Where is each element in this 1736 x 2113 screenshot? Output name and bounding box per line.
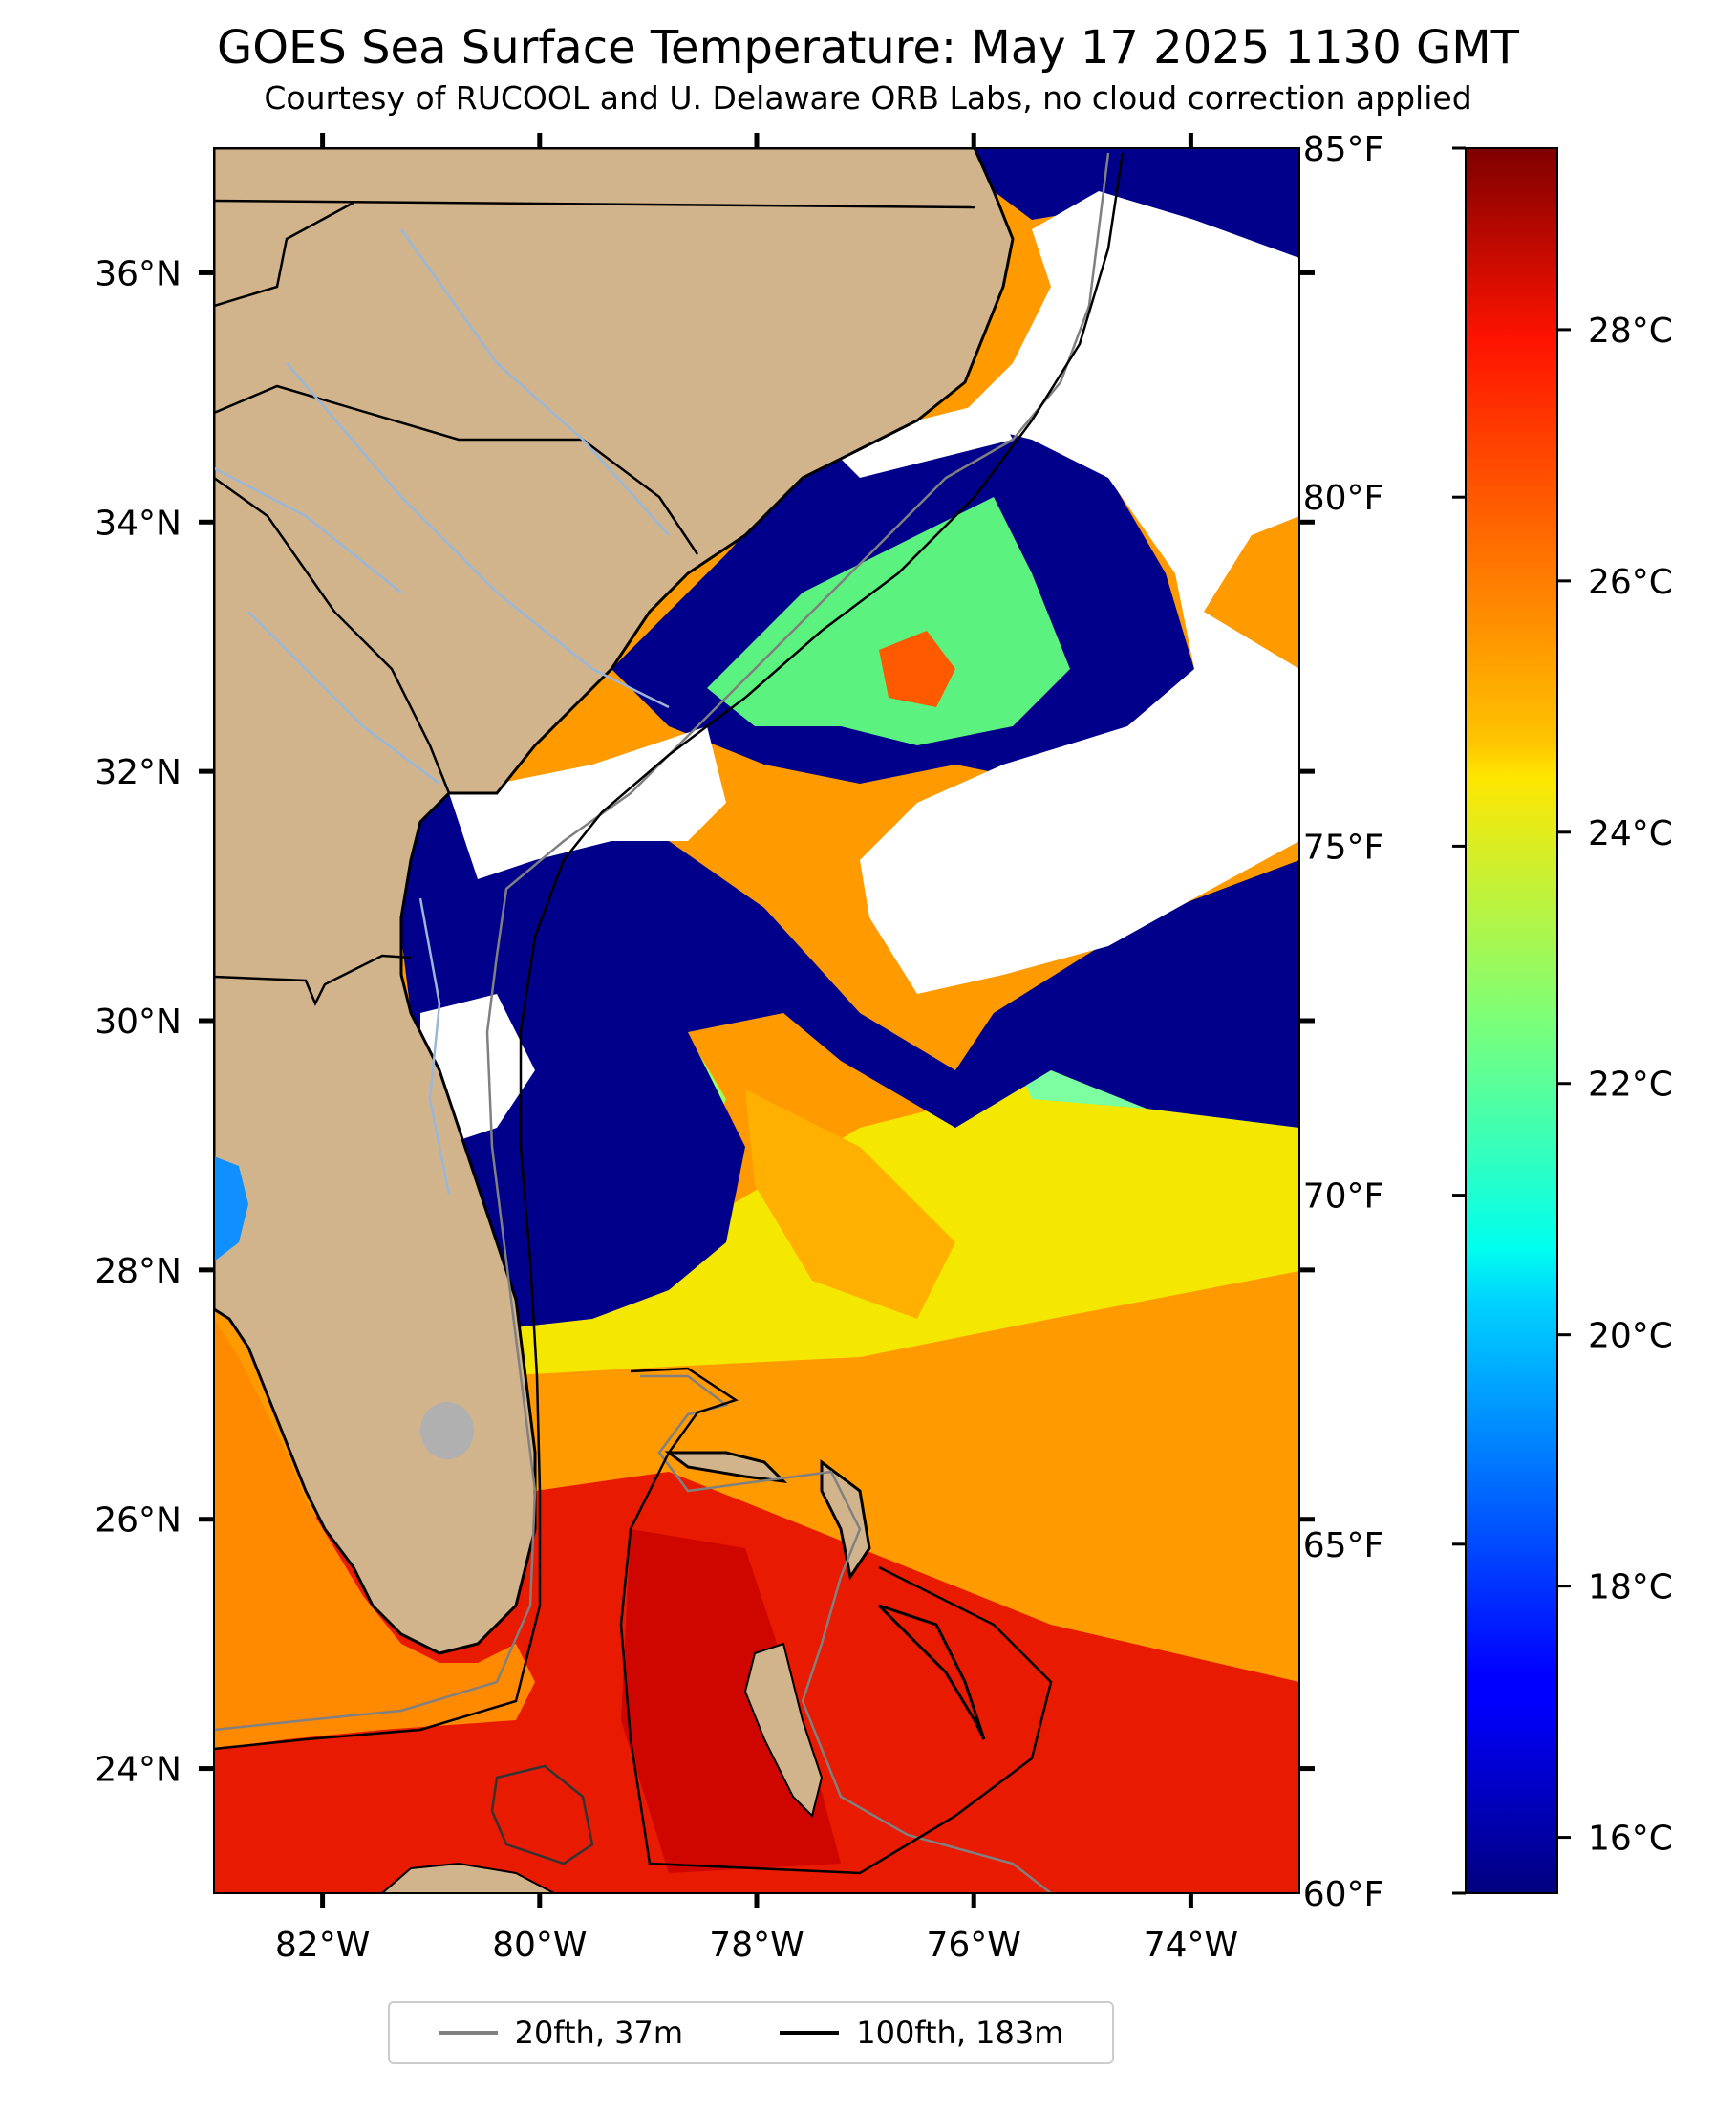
land-bahamas-grand [664,1451,788,1484]
cloud-cover-east [860,191,1299,994]
lon-tick-label: 82°W [275,1926,370,1965]
land-cuba [380,1862,555,1893]
lat-axis: 36°N 34°N 32°N 30°N 28°N 26°N 24°N [95,254,1315,1790]
isobath-100fth [214,152,1125,1751]
lon-tick-label: 76°W [926,1926,1020,1965]
lon-tick-label: 80°W [492,1926,587,1965]
colorbar-f-label: 80°F [1303,479,1384,518]
lat-tick-label: 26°N [95,1501,182,1541]
land-bahamas-andros [743,1642,824,1818]
colorbar-c-label: 22°C [1588,1066,1673,1105]
ocean-gulf [214,1319,535,1749]
lat-tick-label: 24°N [95,1751,182,1790]
land-us-mainland [214,148,1015,1655]
colorbar-f-label: 60°F [1303,1875,1384,1914]
legend-label-100fth: 100fth, 183m [856,2015,1064,2051]
colorbar-f-label: 70°F [1303,1177,1384,1217]
rivers [214,228,670,1196]
isobath-cay-sal [490,1764,594,1865]
ocean-cold-region [382,784,1299,1367]
land-bahamas-abaco [820,1459,871,1581]
lake-okeechobee [420,1402,474,1459]
isobath-20fth [214,152,1110,1732]
map-subtitle: Courtesy of RUCOOL and U. Delaware ORB L… [264,79,1472,117]
colorbar-f-label: 85°F [1303,130,1384,169]
lat-tick-label: 30°N [95,1003,182,1042]
lat-tick-label: 28°N [95,1252,182,1291]
lon-tick-label: 74°W [1144,1926,1238,1965]
map-title: GOES Sea Surface Temperature: May 17 202… [217,21,1519,75]
colorbar-c-label: 20°C [1588,1317,1673,1356]
legend-label-20fth: 20fth, 37m [514,2015,684,2051]
ocean-warm-eddy [879,631,955,707]
land-bahamas-eleuthera [877,1604,986,1740]
colorbar-f-label: 75°F [1303,828,1384,867]
colorbar-f-label: 65°F [1303,1526,1384,1565]
colorbar-fahrenheit-axis: 85°F 80°F 75°F 70°F 65°F 60°F [1303,130,1466,1914]
lon-axis: 82°W 80°W 78°W 76°W 74°W [275,133,1238,1965]
legend-item-20fth: 20fth, 37m [438,2015,684,2051]
ocean-gulf-cool [214,1156,248,1261]
map-panel [214,148,1299,1893]
colorbar [1465,147,1558,1894]
lon-tick-label: 78°W [709,1926,804,1965]
lat-tick-label: 34°N [95,504,182,543]
lat-tick-label: 32°N [95,753,182,792]
colorbar-c-label: 28°C [1588,312,1673,351]
lat-tick-label: 36°N [95,254,182,293]
ocean-shelf-warm-band [707,497,1070,745]
ocean-hot-core [621,1529,841,1873]
colorbar-c-label: 18°C [1588,1568,1673,1607]
isobath-bahamas-black [619,1367,1053,1875]
colorbar-c-label: 26°C [1588,563,1673,602]
colorbar-c-label: 24°C [1588,814,1673,853]
legend-item-100fth: 100fth, 183m [780,2015,1063,2051]
colorbar-c-label: 16°C [1588,1820,1673,1859]
cloud-cover-north-coast [841,401,1013,478]
ocean-orange-patch [745,1089,955,1319]
state-borders [214,199,975,1007]
legend: 20fth, 37m 100fth, 183m [388,2001,1114,2064]
colorbar-celsius-axis: 28°C 26°C 24°C 22°C 20°C 18°C 16°C [1557,312,1673,1859]
legend-line-100fth [780,2031,840,2035]
legend-line-20fth [438,2031,498,2035]
